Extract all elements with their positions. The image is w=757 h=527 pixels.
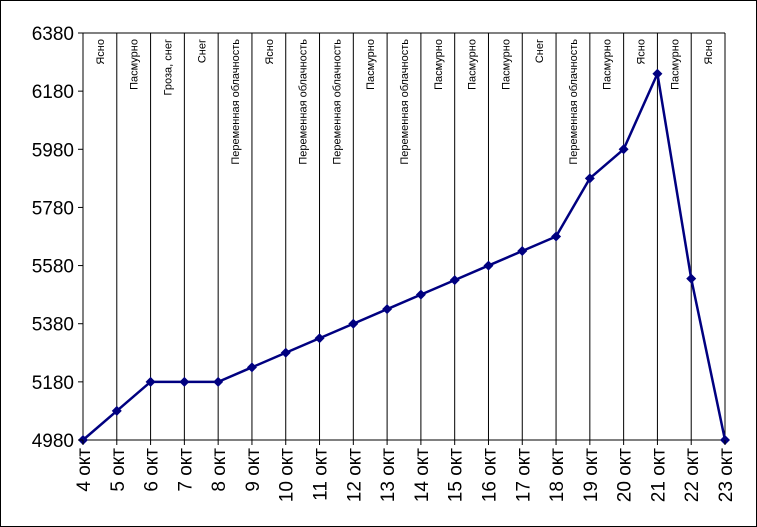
weather-annotation: Переменная облачность: [399, 39, 411, 165]
x-tick-label: 8 окт: [209, 448, 230, 492]
x-tick-label: 9 окт: [243, 448, 264, 492]
x-tick-label: 23 окт: [716, 448, 737, 503]
data-point-marker: [111, 405, 122, 416]
weather-annotation: Пасмурно: [669, 39, 681, 90]
data-point-marker: [415, 289, 426, 300]
data-point-marker: [584, 173, 595, 184]
y-tick-label: 5380: [32, 315, 74, 336]
series-line: [82, 72, 727, 441]
x-tick-label: 16 окт: [479, 448, 500, 503]
x-tick-label: 18 окт: [547, 448, 568, 503]
x-tick-label: 13 окт: [378, 448, 399, 503]
y-tick-label: 5980: [32, 140, 74, 161]
data-point-marker: [145, 376, 156, 387]
x-tick-label: 17 окт: [513, 448, 534, 503]
data-point-marker: [280, 347, 291, 358]
y-tick-label: 5180: [32, 373, 74, 394]
data-point-marker: [483, 260, 494, 271]
data-point-marker: [314, 333, 325, 344]
data-point-marker: [179, 376, 190, 387]
data-point-marker: [618, 144, 629, 155]
weather-annotation: Пасмурно: [602, 39, 614, 90]
weather-annotation: Переменная облачность: [568, 39, 580, 165]
weather-annotation: Пасмурно: [500, 39, 512, 90]
weather-annotation: Гроза, снег: [162, 39, 174, 95]
x-tick-label: 10 окт: [277, 448, 298, 503]
x-tick-label: 22 окт: [682, 448, 703, 503]
weather-annotation: Снег: [196, 39, 208, 63]
x-tick-label: 15 окт: [446, 448, 467, 503]
data-point-marker: [449, 275, 460, 286]
data-point-marker: [551, 231, 562, 242]
data-point-marker: [517, 246, 528, 257]
weather-annotation: Пасмурно: [365, 39, 377, 90]
weather-annotation: Ясно: [703, 39, 715, 65]
weather-annotation: Ясно: [636, 39, 648, 65]
weather-annotation: Ясно: [264, 39, 276, 65]
x-tick-label: 14 окт: [412, 448, 433, 503]
data-point-marker: [213, 376, 224, 387]
x-tick-label: 6 окт: [142, 448, 163, 492]
y-tick-label: 5580: [32, 257, 74, 278]
y-tick-label: 6180: [32, 82, 74, 103]
weather-annotation: Переменная облачность: [230, 39, 242, 165]
x-tick-label: 7 окт: [175, 448, 196, 492]
x-tick-label: 4 окт: [74, 448, 95, 492]
weather-annotation: Ясно: [95, 39, 107, 65]
weather-annotation: Пасмурно: [129, 39, 141, 90]
weather-annotation: Пасмурно: [467, 39, 479, 90]
y-tick-label: 4980: [32, 431, 74, 452]
x-tick-label: 19 окт: [581, 448, 602, 503]
data-point-marker: [246, 362, 257, 373]
x-tick-label: 11 окт: [311, 448, 332, 501]
x-tick-label: 20 окт: [615, 448, 636, 503]
x-tick-label: 5 окт: [108, 448, 129, 492]
x-tick-label: 21 окт: [648, 448, 669, 503]
weather-annotation: Пасмурно: [433, 39, 445, 90]
weather-annotation: Переменная облачность: [331, 39, 343, 165]
data-point-marker: [382, 304, 393, 315]
weather-annotation: Снег: [534, 39, 546, 63]
data-point-marker: [686, 273, 697, 284]
data-point-marker: [652, 68, 663, 79]
y-tick-label: 6380: [32, 24, 74, 45]
x-tick-label: 12 окт: [344, 448, 365, 503]
weather-annotation: Переменная облачность: [298, 39, 310, 165]
data-point-marker: [348, 318, 359, 329]
y-tick-label: 5780: [32, 198, 74, 219]
